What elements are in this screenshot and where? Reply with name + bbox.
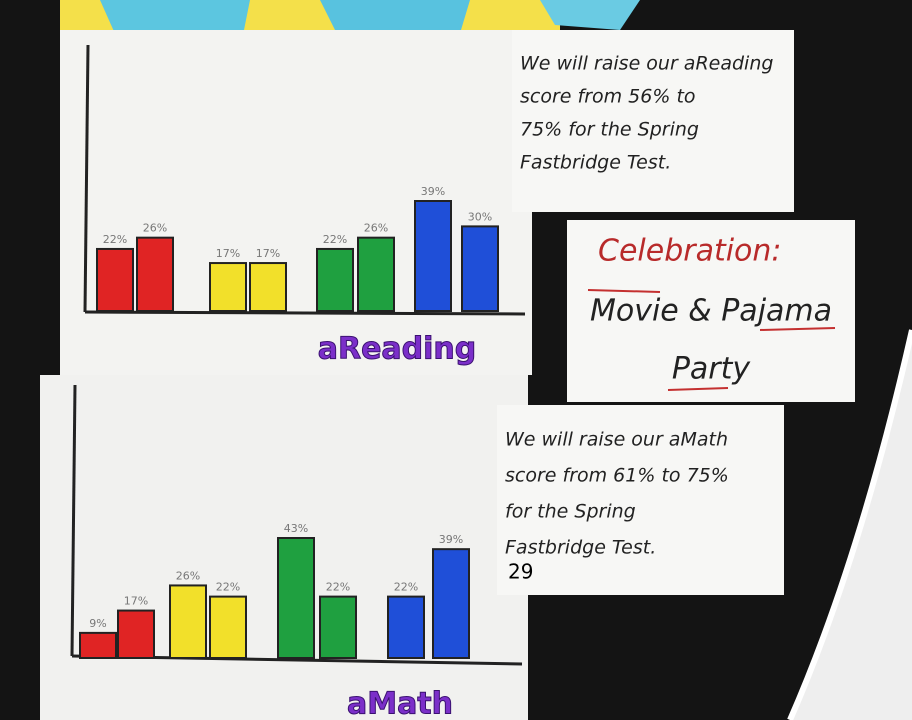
bar	[317, 249, 353, 311]
celebration-line: Movie & Pajama	[590, 294, 832, 329]
value-label: 30%	[468, 210, 492, 223]
note-line: Fastbridge Test.	[505, 537, 656, 559]
reading-baseline	[85, 312, 525, 314]
value-label: 17%	[124, 595, 148, 608]
value-label: 26%	[143, 222, 167, 235]
note-line: Fastbridge Test.	[520, 152, 671, 174]
value-label: 39%	[439, 533, 463, 546]
value-label: 43%	[284, 522, 308, 535]
bar	[170, 585, 206, 658]
bar	[97, 249, 133, 311]
chart-title: aMath	[347, 687, 453, 720]
bar	[137, 238, 173, 311]
note-line: We will raise our aReading	[520, 53, 773, 75]
value-label: 22%	[323, 233, 347, 246]
bar	[210, 263, 246, 311]
value-label: 26%	[364, 222, 388, 235]
bar	[80, 633, 116, 658]
note-line: We will raise our aMath	[505, 429, 728, 451]
value-label: 22%	[326, 581, 350, 594]
bar	[433, 549, 469, 658]
note-line: score from 61% to 75%	[505, 465, 729, 487]
bar	[415, 201, 451, 311]
bar	[250, 263, 286, 311]
bar	[388, 597, 424, 658]
bar	[210, 597, 246, 658]
value-label: 26%	[176, 569, 200, 582]
value-label: 22%	[216, 581, 240, 594]
overlay-number: 29	[508, 560, 533, 584]
celebration-heading: Celebration:	[598, 234, 782, 269]
bar	[320, 597, 356, 658]
value-label: 17%	[216, 247, 240, 260]
value-label: 22%	[103, 233, 127, 246]
bar	[462, 226, 498, 311]
page: {"chart_data": [ {"type": "bar", "title"…	[0, 0, 912, 720]
note-line: score from 56% to	[520, 86, 696, 108]
bar	[358, 238, 394, 311]
reading-paper	[60, 30, 532, 375]
chart-title: aReading	[318, 332, 477, 367]
value-label: 22%	[394, 581, 418, 594]
celebration-line: Party	[672, 352, 752, 387]
value-label: 17%	[256, 247, 280, 260]
note-line: 75% for the Spring	[520, 119, 699, 141]
note-line: for the Spring	[505, 501, 636, 523]
scene: 22% 26% 17% 17% 22% 26% 39% 30% aReading 9% 17% 26%…	[0, 0, 912, 720]
bar	[278, 538, 314, 658]
value-label: 9%	[89, 617, 106, 630]
bar	[118, 611, 154, 658]
value-label: 39%	[421, 185, 445, 198]
